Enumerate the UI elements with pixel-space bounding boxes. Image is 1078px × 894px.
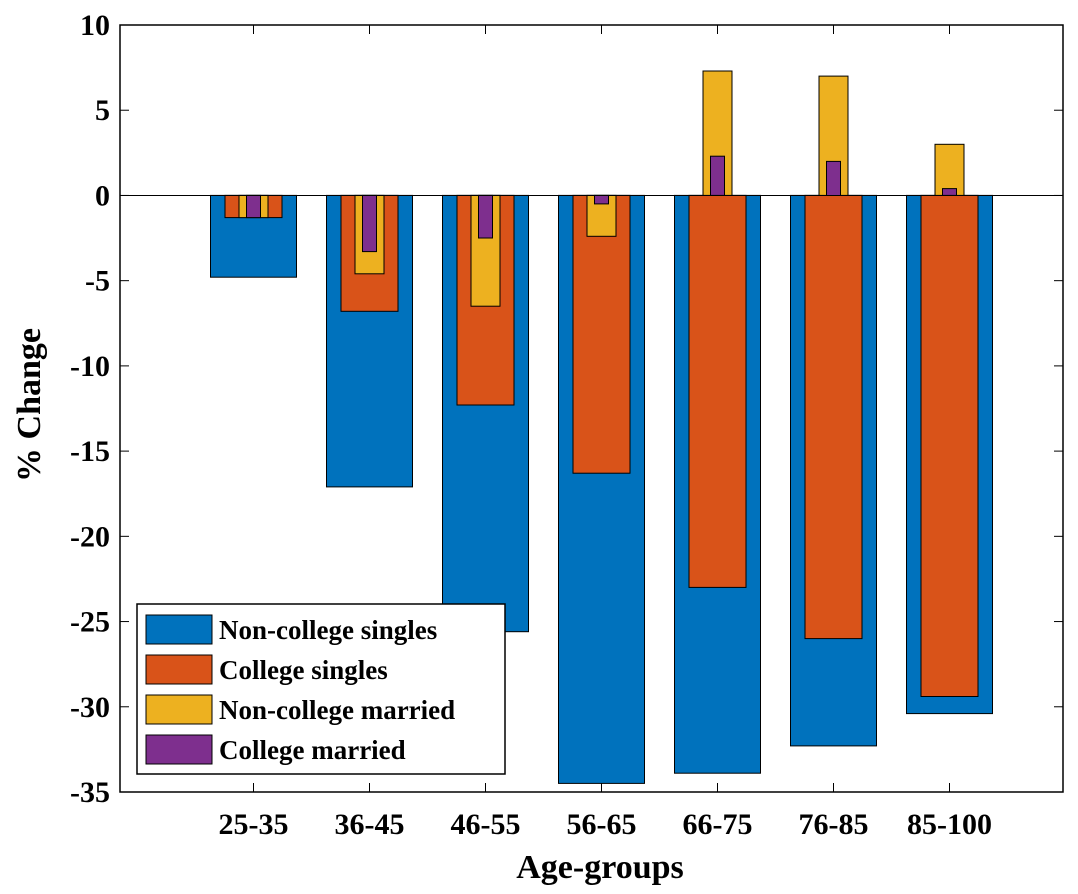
bar-college-married-85-100: [942, 188, 957, 196]
bar-college-singles-56-65: [572, 194, 631, 474]
y-tick-label: -35: [70, 776, 110, 809]
legend: Non-college singles College singles Non-co…: [136, 603, 506, 775]
bar-college-married-66-75: [710, 155, 725, 196]
x-tick-label: 85-100: [907, 808, 992, 841]
bar-college-singles-76-85: [804, 194, 863, 640]
y-tick-label: -5: [85, 265, 110, 298]
bar-college-married-46-55: [478, 194, 493, 239]
x-tick-label: 36-45: [335, 808, 405, 841]
bar-college-married-56-65: [594, 194, 609, 205]
y-tick-label: -10: [70, 350, 110, 383]
y-tick-label: -20: [70, 520, 110, 553]
legend-swatch: [145, 694, 213, 725]
x-tick-label: 25-35: [219, 808, 289, 841]
legend-label: Non-college married: [219, 695, 455, 725]
y-tick-label: 10: [80, 9, 110, 42]
bar-college-married-25-35: [246, 194, 261, 219]
x-tick-label: 46-55: [451, 808, 521, 841]
y-axis-label: % Change: [11, 328, 48, 482]
y-tick-label: -15: [70, 435, 110, 468]
y-tick-label: -25: [70, 606, 110, 639]
bar-college-singles-66-75: [688, 194, 747, 588]
bars-group: [210, 70, 993, 784]
x-axis-label: Age-groups: [516, 849, 684, 886]
legend-swatch: [145, 734, 213, 765]
legend-swatch: [145, 654, 213, 685]
bar-non-college-married-85-100: [934, 143, 965, 196]
legend-label: College married: [219, 735, 406, 765]
bar-college-married-76-85: [826, 160, 841, 196]
x-tick-label: 76-85: [799, 808, 869, 841]
axes-group: 10 5 0 -5 -10 -15 -20 -25 -30 -35 25-35 36-45 46-55 5…: [70, 9, 1064, 841]
legend-swatch: [145, 614, 213, 645]
y-tick-label: 5: [95, 94, 110, 127]
bar-college-singles-85-100: [920, 194, 979, 697]
legend-label: College singles: [219, 655, 388, 685]
y-tick-label: 0: [95, 179, 110, 212]
legend-label: Non-college singles: [219, 615, 437, 645]
plot-frame: [119, 24, 1064, 793]
x-tick-label: 56-65: [567, 808, 637, 841]
y-tick-label: -30: [70, 691, 110, 724]
x-tick-label: 66-75: [683, 808, 753, 841]
bar-college-married-36-45: [362, 194, 377, 253]
